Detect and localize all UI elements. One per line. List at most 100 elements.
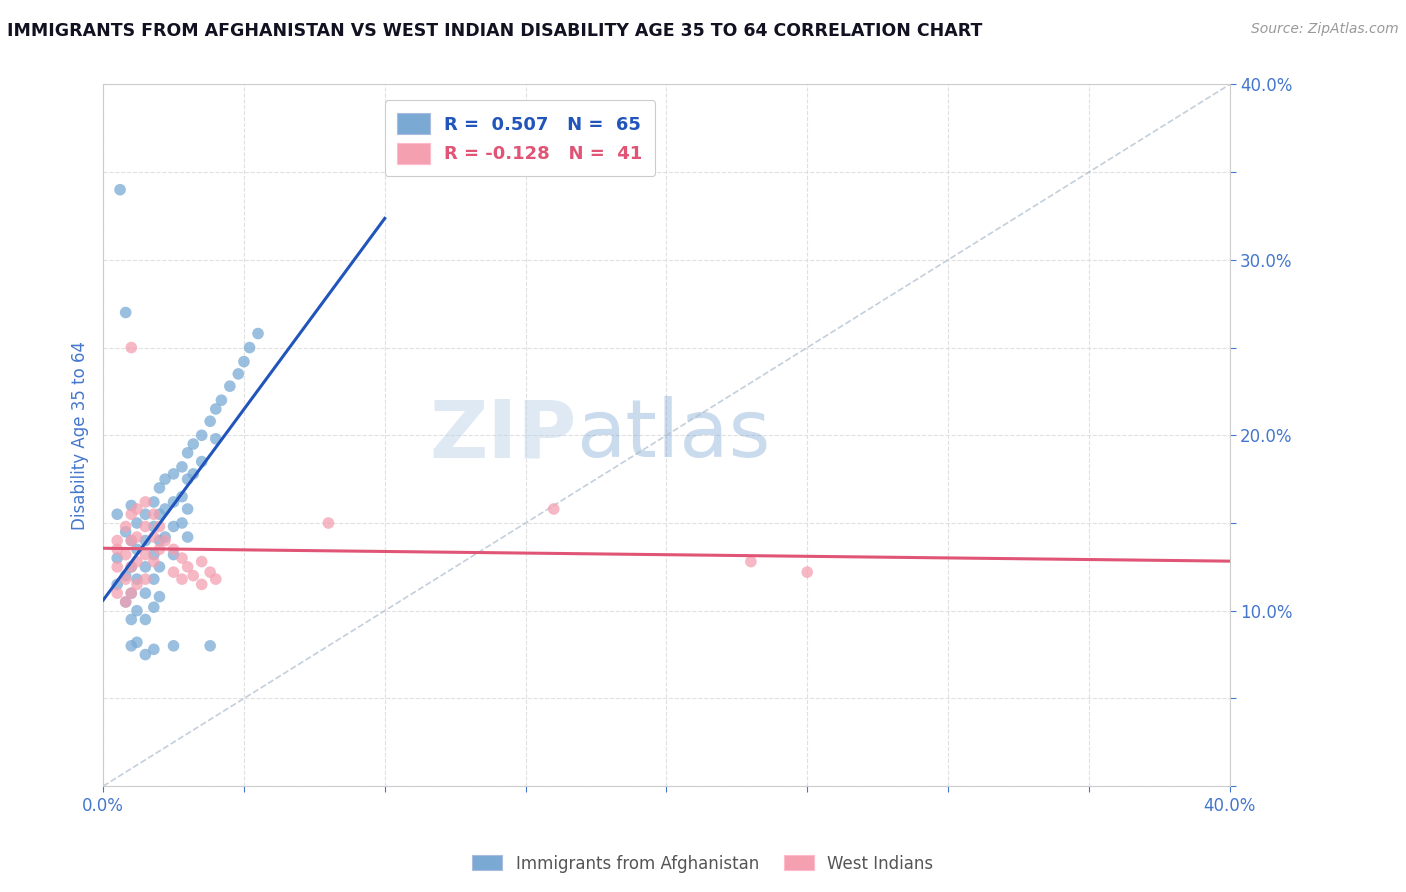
Point xyxy=(114,524,136,539)
Point xyxy=(239,341,262,355)
Point xyxy=(134,572,156,586)
Point xyxy=(142,555,165,569)
Point xyxy=(134,612,156,626)
Point xyxy=(170,572,193,586)
Point xyxy=(125,555,148,569)
Point xyxy=(120,559,142,574)
Point xyxy=(176,472,198,486)
Point xyxy=(190,577,212,591)
Point xyxy=(105,533,128,548)
Point xyxy=(170,551,193,566)
Point xyxy=(114,568,136,582)
Point xyxy=(134,519,156,533)
Point xyxy=(105,559,128,574)
Point xyxy=(233,354,256,368)
Point xyxy=(148,519,170,533)
Point xyxy=(162,565,184,579)
Point xyxy=(181,568,204,582)
Point xyxy=(142,530,165,544)
Point xyxy=(162,548,184,562)
Point xyxy=(120,586,142,600)
Point xyxy=(125,572,148,586)
Text: ZIP: ZIP xyxy=(429,396,576,475)
Point xyxy=(134,495,156,509)
Point xyxy=(105,507,128,521)
Point xyxy=(176,502,198,516)
Point xyxy=(176,446,198,460)
Point xyxy=(153,530,176,544)
Point xyxy=(318,516,340,530)
Point xyxy=(226,367,249,381)
Point xyxy=(176,530,198,544)
Point xyxy=(170,490,193,504)
Point xyxy=(190,555,212,569)
Point xyxy=(120,499,142,513)
Point xyxy=(209,393,232,408)
Point xyxy=(105,542,128,557)
Point xyxy=(162,467,184,481)
Point xyxy=(162,639,184,653)
Point xyxy=(148,533,170,548)
Point xyxy=(176,559,198,574)
Point xyxy=(125,502,148,516)
Point xyxy=(181,467,204,481)
Legend: R =  0.507   N =  65, R = -0.128   N =  41: R = 0.507 N = 65, R = -0.128 N = 41 xyxy=(385,101,655,177)
Point xyxy=(125,530,148,544)
Point xyxy=(190,454,212,468)
Point xyxy=(120,533,142,548)
Point xyxy=(162,542,184,557)
Point xyxy=(162,519,184,533)
Point xyxy=(198,565,221,579)
Point xyxy=(134,586,156,600)
Text: IMMIGRANTS FROM AFGHANISTAN VS WEST INDIAN DISABILITY AGE 35 TO 64 CORRELATION C: IMMIGRANTS FROM AFGHANISTAN VS WEST INDI… xyxy=(7,22,983,40)
Point xyxy=(125,604,148,618)
Point xyxy=(218,379,240,393)
Point xyxy=(120,507,142,521)
Point xyxy=(543,502,565,516)
Point xyxy=(142,507,165,521)
Point xyxy=(204,572,226,586)
Point xyxy=(105,551,128,566)
Point xyxy=(114,305,136,319)
Point xyxy=(120,639,142,653)
Point xyxy=(181,437,204,451)
Text: atlas: atlas xyxy=(576,396,770,475)
Point xyxy=(142,548,165,562)
Point xyxy=(740,555,762,569)
Point xyxy=(170,459,193,474)
Point xyxy=(153,533,176,548)
Point xyxy=(134,507,156,521)
Point xyxy=(120,612,142,626)
Point xyxy=(120,533,142,548)
Point xyxy=(148,507,170,521)
Point xyxy=(162,495,184,509)
Point xyxy=(125,516,148,530)
Point xyxy=(114,519,136,533)
Point xyxy=(108,183,131,197)
Point xyxy=(142,519,165,533)
Point xyxy=(153,502,176,516)
Point xyxy=(198,639,221,653)
Point xyxy=(247,326,270,341)
Y-axis label: Disability Age 35 to 64: Disability Age 35 to 64 xyxy=(72,341,89,530)
Point xyxy=(190,428,212,442)
Point xyxy=(142,600,165,615)
Point xyxy=(142,495,165,509)
Point xyxy=(125,577,148,591)
Point xyxy=(114,595,136,609)
Point xyxy=(114,572,136,586)
Text: Source: ZipAtlas.com: Source: ZipAtlas.com xyxy=(1251,22,1399,37)
Point xyxy=(114,548,136,562)
Point xyxy=(204,401,226,416)
Point xyxy=(125,542,148,557)
Point xyxy=(148,481,170,495)
Point xyxy=(170,516,193,530)
Point xyxy=(125,635,148,649)
Point xyxy=(148,542,170,557)
Point xyxy=(148,590,170,604)
Point xyxy=(134,559,156,574)
Point xyxy=(148,559,170,574)
Point xyxy=(198,414,221,428)
Point xyxy=(142,642,165,657)
Point xyxy=(105,586,128,600)
